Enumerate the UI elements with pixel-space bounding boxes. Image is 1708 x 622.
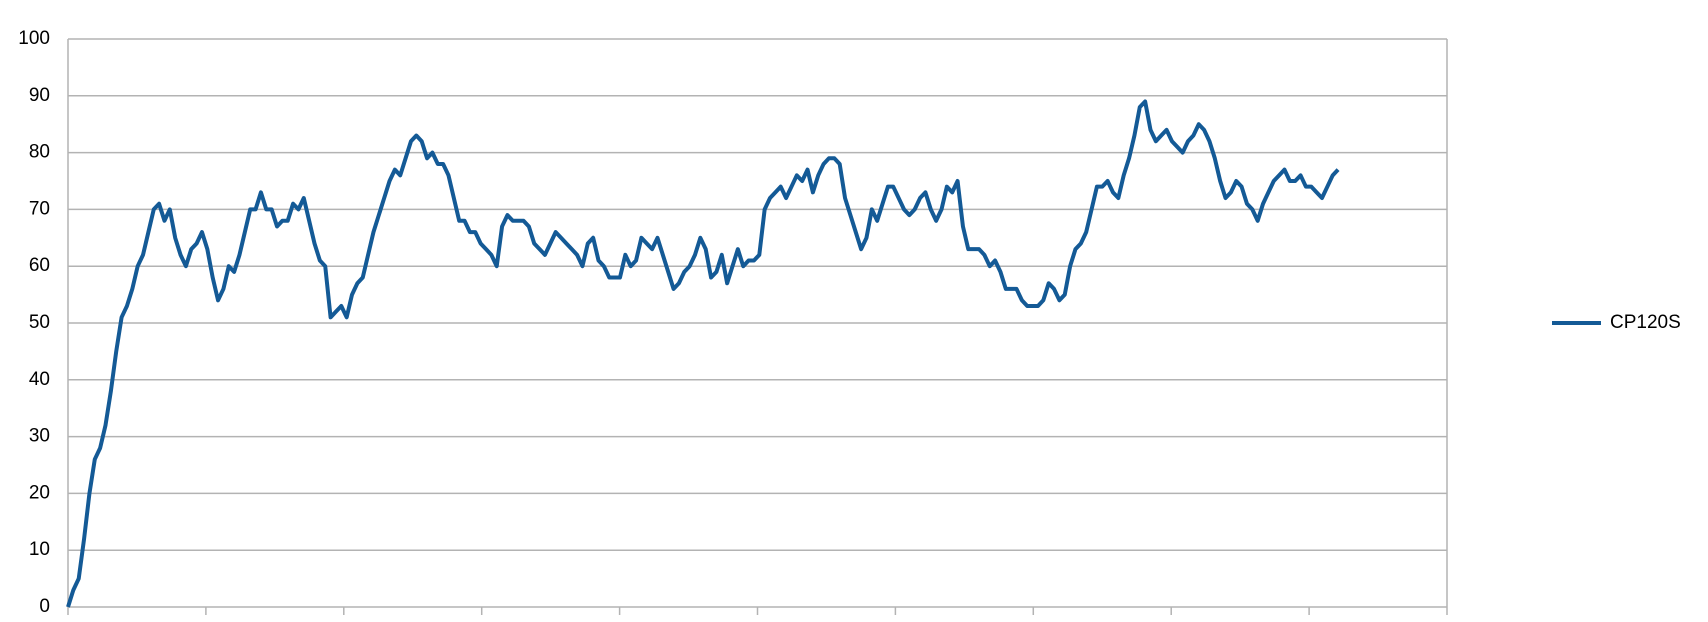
y-tick-label: 30 bbox=[29, 426, 50, 447]
y-tick-label: 40 bbox=[29, 369, 50, 390]
y-tick-label: 10 bbox=[29, 539, 50, 560]
y-tick-label: 100 bbox=[18, 28, 50, 49]
y-tick-label: 20 bbox=[29, 482, 50, 503]
y-tick-label: 0 bbox=[39, 596, 50, 617]
y-tick-label: 60 bbox=[29, 255, 50, 276]
legend-label: CP120S bbox=[1610, 312, 1681, 333]
y-tick-label: 50 bbox=[29, 312, 50, 333]
y-tick-label: 70 bbox=[29, 198, 50, 219]
y-tick-label: 80 bbox=[29, 142, 50, 163]
y-tick-label: 90 bbox=[29, 85, 50, 106]
data-line bbox=[66, 99, 1340, 608]
